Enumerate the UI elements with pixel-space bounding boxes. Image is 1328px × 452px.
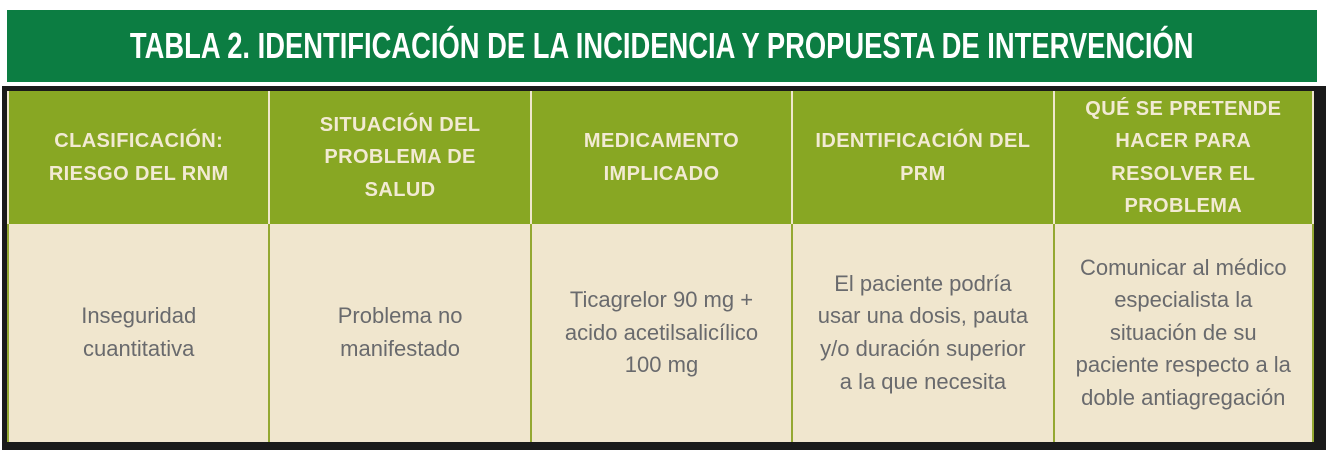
cell-medicamento-implicado-value: Ticagrelor 90 mg + acido acetilsalicílic…	[529, 224, 792, 442]
table-grid: CLASIFICACIÓN: RIESGO DEL RNM SITUACIÓN …	[7, 91, 1314, 442]
cell-clasificacion-riesgo-rnm-value: Inseguridad cuantitativa	[7, 224, 269, 442]
header-cell-clasificacion-riesgo-rnm: CLASIFICACIÓN: RIESGO DEL RNM	[7, 91, 269, 224]
table-title-bar: TABLA 2. IDENTIFICACIÓN DE LA INCIDENCIA…	[7, 10, 1317, 82]
cell-identificacion-prm-value: El paciente podría usar una dosis, pauta…	[791, 224, 1053, 442]
table-title: TABLA 2. IDENTIFICACIÓN DE LA INCIDENCIA…	[130, 25, 1194, 66]
header-cell-identificacion-prm: IDENTIFICACIÓN DEL PRM	[791, 91, 1053, 224]
intervention-table: CLASIFICACIÓN: RIESGO DEL RNM SITUACIÓN …	[2, 86, 1326, 450]
cell-situacion-problema-salud-value: Problema no manifestado	[268, 224, 530, 442]
cell-propuesta-intervencion-value: Comunicar al médico especialista la situ…	[1052, 224, 1314, 442]
header-cell-situacion-problema-salud: SITUACIÓN DEL PROBLEMA DE SALUD	[268, 91, 530, 224]
header-cell-propuesta-intervencion: QUÉ SE PRETENDE HACER PARA RESOLVER EL P…	[1052, 91, 1314, 224]
header-cell-medicamento-implicado: MEDICAMENTO IMPLICADO	[529, 91, 792, 224]
